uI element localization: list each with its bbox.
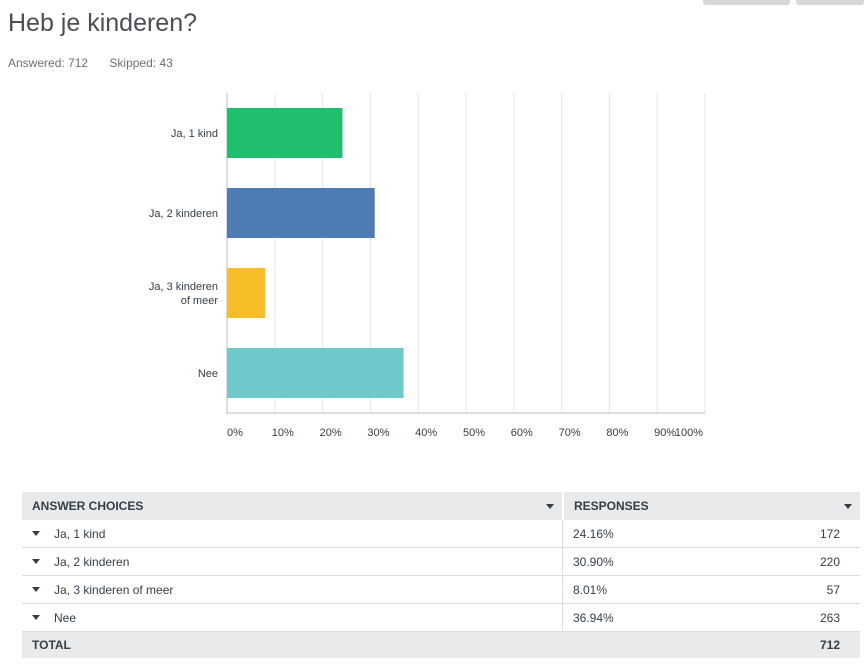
x-tick-label: 70% bbox=[559, 427, 581, 439]
category-label: Ja, 2 kinderen bbox=[149, 208, 218, 220]
x-tick-label: 0% bbox=[227, 427, 243, 439]
expand-caret-icon[interactable] bbox=[32, 587, 40, 592]
response-summary: Answered: 712 Skipped: 43 bbox=[8, 56, 191, 70]
sort-caret-icon[interactable] bbox=[844, 503, 852, 509]
x-tick-label: 80% bbox=[606, 427, 628, 439]
row-label: Ja, 2 kinderen bbox=[54, 554, 130, 569]
x-tick-label: 10% bbox=[272, 427, 294, 439]
total-label: TOTAL bbox=[32, 638, 71, 652]
expand-caret-icon[interactable] bbox=[32, 531, 40, 536]
bar-chart: 0% 10% 20% 30% 40% 50% 60% 70% 80% 90%100% Ja, 1 k… bbox=[149, 93, 706, 439]
responses-table: ANSWER CHOICES RESPONSES Ja, 1 kind 24.1… bbox=[22, 492, 860, 658]
header-responses[interactable]: RESPONSES bbox=[564, 492, 860, 520]
table-row: Ja, 1 kind 24.16% 172 bbox=[22, 520, 860, 548]
category-label: Ja, 1 kind bbox=[171, 128, 218, 140]
category-label: Ja, 3 kinderen bbox=[149, 281, 218, 293]
header-answer-choices[interactable]: ANSWER CHOICES bbox=[22, 492, 564, 520]
bar bbox=[227, 348, 404, 398]
row-label: Ja, 1 kind bbox=[54, 526, 106, 541]
total-value: 712 bbox=[819, 638, 840, 652]
row-label: Nee bbox=[54, 610, 77, 625]
table-row: Nee 36.94% 263 bbox=[22, 604, 860, 632]
row-percent: 30.90% bbox=[573, 554, 614, 569]
question-title: Heb je kinderen? bbox=[8, 9, 198, 37]
row-percent: 8.01% bbox=[573, 582, 608, 597]
skipped-count: Skipped: 43 bbox=[109, 56, 173, 70]
x-tick-label: 30% bbox=[367, 427, 389, 439]
category-label: of meer bbox=[181, 295, 219, 307]
x-tick-label: 20% bbox=[320, 427, 342, 439]
x-tick-label: 60% bbox=[511, 427, 533, 439]
row-percent: 36.94% bbox=[573, 610, 614, 625]
x-tick-label: 50% bbox=[463, 427, 485, 439]
x-tick-label: 100% bbox=[675, 427, 703, 439]
row-count: 57 bbox=[826, 582, 840, 597]
bar bbox=[227, 268, 266, 318]
expand-caret-icon[interactable] bbox=[32, 559, 40, 564]
x-tick-label: 90% bbox=[654, 427, 676, 439]
sort-caret-icon[interactable] bbox=[546, 503, 554, 509]
category-label: Nee bbox=[198, 368, 218, 380]
table-row: Ja, 3 kinderen of meer 8.01% 57 bbox=[22, 576, 860, 604]
row-label: Ja, 3 kinderen of meer bbox=[54, 582, 174, 597]
toolbar-button-1[interactable] bbox=[703, 0, 790, 5]
row-count: 220 bbox=[819, 554, 840, 569]
x-tick-label: 40% bbox=[415, 427, 437, 439]
expand-caret-icon[interactable] bbox=[32, 615, 40, 620]
table-header: ANSWER CHOICES RESPONSES bbox=[22, 492, 860, 520]
row-percent: 24.16% bbox=[573, 526, 614, 541]
table-total-row: TOTAL 712 bbox=[22, 632, 860, 658]
answered-count: Answered: 712 bbox=[8, 56, 89, 70]
bar bbox=[227, 188, 375, 238]
table-row: Ja, 2 kinderen 30.90% 220 bbox=[22, 548, 860, 576]
toolbar-button-2[interactable] bbox=[796, 0, 864, 5]
row-count: 172 bbox=[819, 526, 840, 541]
bar bbox=[227, 108, 343, 158]
row-count: 263 bbox=[819, 610, 840, 625]
